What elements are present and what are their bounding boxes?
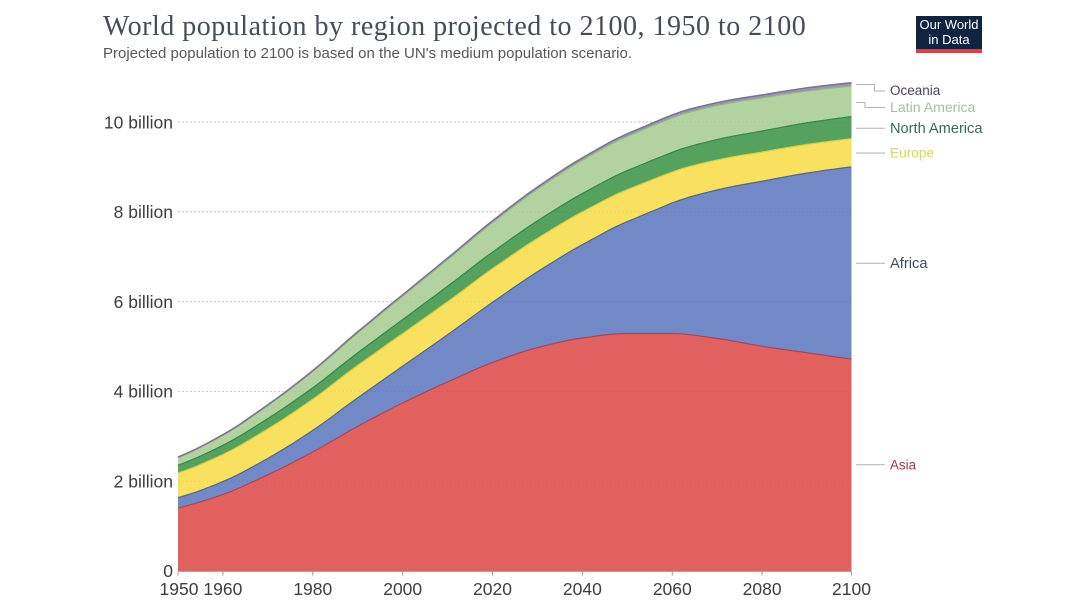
svg-text:2 billion: 2 billion — [114, 472, 173, 492]
svg-text:Europe: Europe — [890, 146, 934, 161]
svg-text:1980: 1980 — [293, 579, 332, 599]
svg-text:Asia: Asia — [890, 458, 917, 473]
svg-text:2080: 2080 — [743, 579, 782, 599]
svg-text:8 billion: 8 billion — [114, 202, 173, 222]
svg-text:1950: 1950 — [160, 579, 199, 599]
svg-text:2100: 2100 — [832, 579, 871, 599]
svg-text:North America: North America — [890, 121, 983, 137]
svg-text:2000: 2000 — [383, 579, 422, 599]
svg-text:2020: 2020 — [473, 579, 512, 599]
svg-text:10 billion: 10 billion — [104, 112, 173, 132]
svg-text:Africa: Africa — [890, 256, 928, 272]
svg-text:1960: 1960 — [203, 579, 242, 599]
svg-text:6 billion: 6 billion — [114, 292, 173, 312]
svg-text:Oceania: Oceania — [890, 83, 941, 98]
svg-text:2040: 2040 — [563, 579, 602, 599]
svg-text:0: 0 — [163, 561, 173, 581]
svg-text:2060: 2060 — [653, 579, 692, 599]
svg-text:Latin America: Latin America — [890, 99, 976, 115]
svg-text:4 billion: 4 billion — [114, 382, 173, 402]
